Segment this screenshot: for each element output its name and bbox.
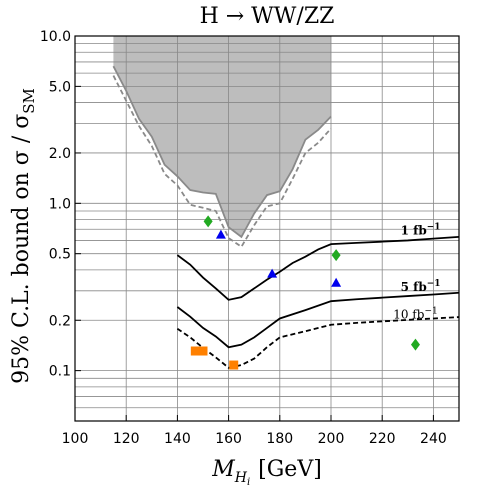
x-axis-label-unit: [GeV] bbox=[258, 457, 322, 482]
y-axis-label-main: 95% C.L. bound on σ / σ bbox=[9, 114, 34, 384]
x-axis-label-main: M bbox=[211, 457, 235, 482]
y-axis-label: 95% C.L. bound on σ / σSM bbox=[9, 88, 38, 384]
square-marker bbox=[198, 346, 208, 356]
luminosity-label-exponent: −1 bbox=[427, 223, 441, 233]
svg-text:95% C.L. bound on σ / σSM: 95% C.L. bound on σ / σSM bbox=[9, 88, 38, 384]
x-tick-label: 120 bbox=[113, 431, 140, 447]
y-tick-label: 0.1 bbox=[49, 364, 71, 380]
diamond-marker bbox=[410, 338, 420, 351]
x-axis-label-sub1: H bbox=[234, 470, 248, 485]
x-tick-label: 220 bbox=[369, 431, 396, 447]
luminosity-label-base: 10 fb bbox=[393, 307, 425, 321]
y-tick-label: 10.0 bbox=[40, 29, 71, 45]
y-tick-label: 2.0 bbox=[49, 146, 71, 162]
y-axis-label-sub: SM bbox=[20, 88, 38, 114]
square-marker bbox=[190, 346, 200, 356]
diamond-marker bbox=[331, 249, 341, 262]
x-axis-label: MHi [GeV] bbox=[211, 457, 322, 485]
luminosity-label-exponent: −1 bbox=[427, 279, 441, 289]
luminosity-label: 5 fb−1 bbox=[401, 279, 441, 294]
luminosity-label-base: 5 fb bbox=[401, 280, 427, 294]
chart-title: H → WW/ZZ bbox=[200, 4, 335, 29]
series-line bbox=[176, 291, 459, 349]
x-axis-label-sub2: i bbox=[247, 477, 250, 485]
luminosity-label-exponent: −1 bbox=[424, 306, 437, 316]
luminosity-label: 10 fb−1 bbox=[393, 306, 438, 321]
x-tick-label: 180 bbox=[266, 431, 293, 447]
x-tick-label: 240 bbox=[420, 431, 447, 447]
x-tick-label: 200 bbox=[318, 431, 345, 447]
plot-frame bbox=[74, 35, 460, 422]
triangle-marker bbox=[215, 229, 226, 239]
y-tick-label: 5.0 bbox=[49, 79, 71, 95]
y-tick-label: 0.5 bbox=[49, 247, 71, 263]
series-line bbox=[176, 235, 459, 301]
square-marker bbox=[229, 360, 239, 370]
diamond-marker bbox=[203, 215, 213, 228]
x-tick-label: 140 bbox=[164, 431, 191, 447]
luminosity-label-base: 1 fb bbox=[401, 224, 427, 238]
x-tick-label: 160 bbox=[215, 431, 242, 447]
series-line bbox=[112, 65, 332, 239]
triangle-marker bbox=[331, 277, 342, 287]
y-tick-label: 0.2 bbox=[49, 313, 71, 329]
series-line bbox=[112, 75, 332, 249]
excluded-region bbox=[113, 36, 332, 237]
x-tick-label: 100 bbox=[62, 431, 89, 447]
y-tick-label: 1.0 bbox=[49, 196, 71, 212]
triangle-marker bbox=[267, 268, 278, 278]
series-line bbox=[176, 316, 459, 369]
luminosity-label: 1 fb−1 bbox=[401, 223, 441, 238]
